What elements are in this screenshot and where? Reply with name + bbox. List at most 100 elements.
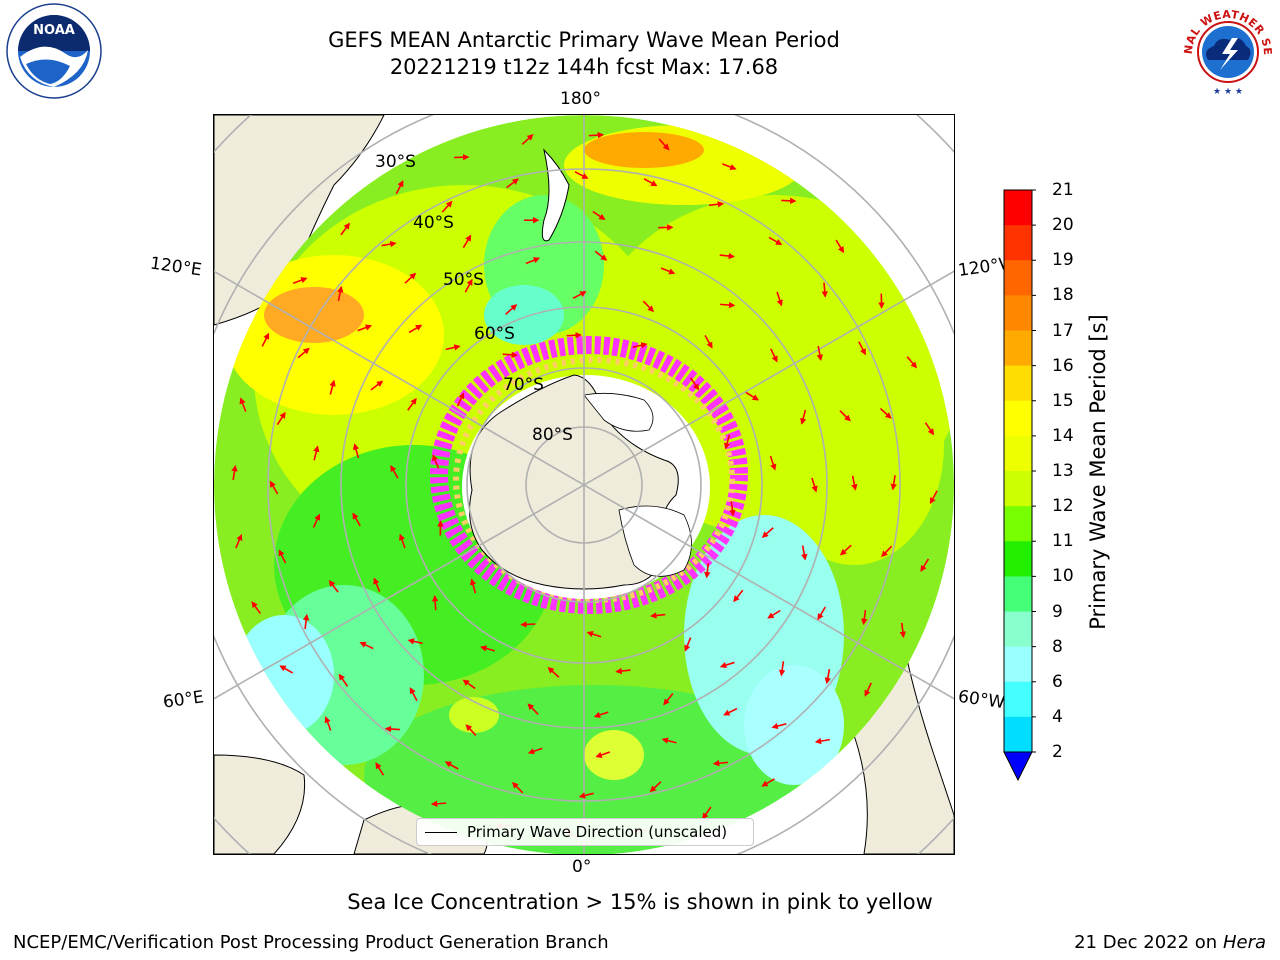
- wave-direction-arrow: [729, 501, 736, 517]
- wave-direction-arrow: [839, 544, 852, 556]
- wave-direction-arrow: [879, 407, 892, 419]
- wave-direction-arrow: [511, 781, 524, 794]
- lat-label-80s: 80°S: [532, 425, 573, 445]
- colorbar-tick-label: 11: [1052, 531, 1074, 552]
- wave-direction-arrow: [578, 792, 594, 799]
- wave-direction-arrow: [661, 737, 677, 744]
- wave-direction-arrow: [733, 589, 744, 603]
- wave-direction-arrow: [663, 692, 674, 706]
- colorbar-extend-arrow: [1003, 751, 1033, 782]
- wave-direction-arrow: [462, 234, 472, 249]
- wave-direction-arrow: [719, 661, 735, 669]
- wave-direction-arrow: [384, 725, 400, 733]
- wave-direction-arrow: [771, 722, 787, 730]
- colorbar: [1003, 189, 1036, 782]
- lat-label-40s: 40°S: [413, 213, 454, 233]
- wave-direction-arrow: [381, 240, 397, 248]
- colorbar-tick-label: 18: [1052, 285, 1074, 306]
- wave-direction-arrow: [658, 138, 670, 151]
- colorbar-tick-label: 13: [1052, 461, 1074, 481]
- wave-direction-arrow: [313, 445, 320, 461]
- issue-date-text: 21 Dec 2022 on: [1074, 932, 1218, 953]
- credit-text: NCEP/EMC/Verification Post Processing Pr…: [13, 932, 609, 953]
- wave-direction-arrow: [456, 392, 465, 407]
- wave-direction-arrow: [431, 594, 439, 611]
- wave-direction-arrow: [776, 291, 783, 307]
- colorbar-segment: [1004, 646, 1032, 683]
- colorbar-tick-label: 10: [1052, 566, 1074, 587]
- wave-direction-arrow: [650, 612, 666, 619]
- colorbar-segment: [1004, 225, 1032, 261]
- wave-direction-arrow: [395, 180, 404, 195]
- wave-direction-arrow: [340, 222, 350, 236]
- wave-direction-arrow: [920, 558, 930, 572]
- wave-direction-arrow: [462, 679, 476, 690]
- lon-label-lower-right: 60°W: [956, 686, 1007, 714]
- wave-direction-arrow: [329, 379, 336, 395]
- wave-direction-arrow: [660, 267, 676, 275]
- wave-direction-arrow: [929, 490, 938, 505]
- colorbar-label: Primary Wave Mean Period [s]: [1086, 314, 1110, 630]
- wave-direction-arrow: [767, 609, 781, 619]
- colorbar-tick-label: 9: [1052, 601, 1063, 622]
- wave-direction-arrow: [407, 638, 423, 645]
- wave-direction-arrow: [269, 480, 279, 495]
- colorbar-tick-label: 12: [1052, 496, 1074, 517]
- wave-direction-arrow: [235, 533, 243, 549]
- wave-direction-arrow: [720, 301, 736, 309]
- colorbar-segment: [1004, 681, 1032, 718]
- wave-direction-arrow: [816, 345, 823, 362]
- issue-date: 21 Dec 2022 on Hera: [1074, 932, 1266, 953]
- land-new-zealand: [541, 148, 570, 242]
- wave-direction-arrow: [769, 455, 777, 471]
- wave-direction-arrow: [839, 410, 851, 422]
- wave-direction-arrow: [279, 665, 294, 674]
- wave-direction-arrow: [465, 724, 477, 736]
- wave-direction-arrow: [566, 332, 582, 339]
- wave-direction-arrow: [770, 348, 778, 363]
- wave-direction-arrow: [444, 761, 459, 770]
- wave-direction-arrow: [899, 622, 907, 639]
- wave-direction-arrow: [906, 356, 918, 369]
- wave-direction-arrow: [592, 210, 606, 221]
- wave-direction-arrow: [574, 171, 589, 179]
- map-legend: Primary Wave Direction (unscaled): [416, 818, 754, 846]
- wave-direction-arrow: [324, 716, 332, 731]
- wave-direction-arrow: [407, 397, 417, 411]
- chart-title: GEFS MEAN Antarctic Primary Wave Mean Pe…: [328, 28, 840, 52]
- wave-direction-arrow: [684, 637, 692, 652]
- wave-direction-arrow: [359, 641, 374, 650]
- lat-label-30s: 30°S: [375, 152, 416, 172]
- wave-direction-arrow: [525, 257, 541, 265]
- svg-text:★ ★ ★: ★ ★ ★: [1213, 87, 1243, 97]
- wave-direction-arrow: [712, 760, 729, 767]
- wave-direction-arrow: [821, 282, 828, 298]
- colorbar-segment: [1004, 471, 1032, 507]
- colorbar-segment: [1004, 541, 1032, 577]
- wave-direction-arrow: [595, 751, 611, 758]
- wave-direction-arrows: [231, 131, 938, 840]
- wave-direction-arrow: [723, 434, 731, 450]
- nws-logo: NATIONAL WEATHER SERVICE ★ ★ ★: [1173, 0, 1278, 106]
- wave-direction-arrow: [851, 475, 858, 491]
- wave-direction-arrow: [337, 285, 344, 301]
- colorbar-segment: [1004, 506, 1032, 542]
- colorbar-tick-label: 4: [1052, 706, 1063, 727]
- wave-direction-arrow: [817, 606, 826, 621]
- colorbar-segment: [1004, 260, 1032, 296]
- wave-direction-arrow: [527, 747, 543, 755]
- wave-direction-arrow: [722, 163, 737, 171]
- colorbar-segment: [1004, 611, 1032, 648]
- wave-direction-arrow: [430, 800, 447, 807]
- wave-direction-arrow: [811, 477, 818, 493]
- wave-direction-arrow: [649, 781, 662, 793]
- wave-direction-arrow: [297, 347, 310, 359]
- wave-direction-arrow: [251, 601, 262, 615]
- map-panel: [214, 115, 954, 854]
- wave-direction-arrow: [303, 613, 310, 630]
- colorbar-tick-label: 8: [1052, 636, 1063, 657]
- wave-direction-arrow: [761, 527, 774, 538]
- wave-direction-arrow: [506, 178, 519, 189]
- colorbar-segment: [1004, 716, 1032, 753]
- wave-direction-arrow: [404, 272, 417, 284]
